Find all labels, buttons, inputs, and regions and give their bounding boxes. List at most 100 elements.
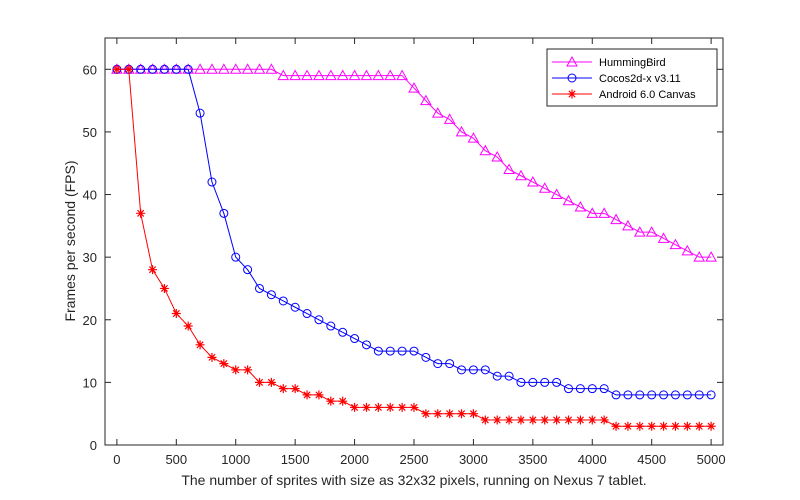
legend: HummingBird Cocos2d-x v3.11 Android 6.0 Ca… bbox=[546, 48, 718, 107]
data-point-hummingbird bbox=[217, 63, 230, 74]
data-point-android-6-0-canvas bbox=[314, 390, 324, 400]
data-point-android-6-0-canvas bbox=[148, 265, 158, 275]
data-point-android-6-0-canvas bbox=[124, 64, 134, 74]
y-tick-label: 0 bbox=[90, 438, 97, 453]
data-point-hummingbird bbox=[443, 113, 456, 124]
x-tick-label: 5000 bbox=[697, 452, 726, 467]
data-point-android-6-0-canvas bbox=[278, 384, 288, 394]
data-point-hummingbird bbox=[622, 219, 634, 231]
legend-marker-cocos2d-x-v3-11 bbox=[567, 73, 577, 83]
series-line-hummingbird bbox=[116, 68, 712, 258]
data-point-android-6-0-canvas bbox=[326, 396, 336, 406]
legend-marker-hummingbird bbox=[566, 55, 578, 67]
data-point-cocos2d-x-v3-11 bbox=[670, 390, 680, 400]
data-point-android-6-0-canvas bbox=[243, 365, 253, 375]
data-point-hummingbird bbox=[253, 63, 266, 74]
y-axis-label: Frames per second (FPS) bbox=[62, 160, 78, 321]
legend-label-cocos2d-x-v3-11: Cocos2d-x v3.11 bbox=[599, 73, 681, 85]
legend-item-android-6-0-canvas: Android 6.0 Canvas bbox=[552, 89, 696, 101]
data-point-cocos2d-x-v3-11 bbox=[243, 265, 253, 275]
data-point-cocos2d-x-v3-11 bbox=[255, 283, 264, 293]
data-point-cocos2d-x-v3-11 bbox=[552, 377, 562, 387]
data-point-android-6-0-canvas bbox=[457, 409, 467, 419]
data-point-cocos2d-x-v3-11 bbox=[516, 377, 526, 387]
data-point-android-6-0-canvas bbox=[231, 365, 241, 375]
data-point-android-6-0-canvas bbox=[564, 415, 573, 425]
data-point-android-6-0-canvas bbox=[682, 421, 692, 431]
data-point-cocos2d-x-v3-11 bbox=[409, 346, 419, 356]
data-point-hummingbird bbox=[194, 63, 206, 74]
data-point-hummingbird bbox=[408, 82, 420, 93]
legend-marker-android-6-0-canvas bbox=[567, 89, 577, 99]
series-layer bbox=[111, 63, 717, 431]
x-axis-label: The number of sprites with size as 32x32… bbox=[181, 472, 646, 488]
y-tick-label: 40 bbox=[83, 188, 97, 203]
data-point-android-6-0-canvas bbox=[504, 415, 514, 425]
x-tick-label: 0 bbox=[113, 452, 120, 467]
data-point-cocos2d-x-v3-11 bbox=[278, 296, 288, 306]
data-point-android-6-0-canvas bbox=[338, 396, 348, 406]
data-point-hummingbird bbox=[633, 226, 646, 237]
data-point-android-6-0-canvas bbox=[575, 415, 585, 425]
legend-label-hummingbird: HummingBird bbox=[599, 57, 666, 69]
legend-label-android-6-0-canvas: Android 6.0 Canvas bbox=[599, 89, 696, 101]
legend-item-hummingbird: HummingBird bbox=[552, 55, 666, 69]
data-point-android-6-0-canvas bbox=[373, 402, 383, 412]
data-point-cocos2d-x-v3-11 bbox=[326, 321, 336, 331]
data-point-android-6-0-canvas bbox=[647, 421, 657, 431]
data-point-android-6-0-canvas bbox=[623, 421, 633, 431]
data-point-cocos2d-x-v3-11 bbox=[564, 384, 573, 394]
data-point-hummingbird bbox=[467, 132, 480, 143]
x-tick-label: 4500 bbox=[637, 452, 666, 467]
data-point-hummingbird bbox=[515, 169, 527, 181]
data-point-cocos2d-x-v3-11 bbox=[302, 309, 312, 319]
data-point-hummingbird bbox=[491, 150, 504, 162]
data-point-cocos2d-x-v3-11 bbox=[433, 359, 443, 369]
data-point-cocos2d-x-v3-11 bbox=[207, 177, 217, 187]
data-point-hummingbird bbox=[384, 69, 397, 81]
data-point-hummingbird bbox=[324, 69, 337, 81]
data-point-hummingbird bbox=[301, 69, 313, 81]
x-tick-label: 3000 bbox=[459, 452, 488, 467]
data-point-android-6-0-canvas bbox=[445, 409, 455, 419]
data-point-android-6-0-canvas bbox=[183, 321, 193, 331]
data-point-cocos2d-x-v3-11 bbox=[504, 371, 514, 381]
data-point-hummingbird bbox=[336, 69, 349, 81]
x-tick-label: 3500 bbox=[518, 452, 547, 467]
data-point-hummingbird bbox=[598, 207, 611, 218]
data-point-hummingbird bbox=[562, 194, 575, 206]
data-point-cocos2d-x-v3-11 bbox=[468, 365, 478, 375]
data-point-cocos2d-x-v3-11 bbox=[171, 64, 181, 74]
data-point-android-6-0-canvas bbox=[492, 415, 502, 425]
y-axis: 0 10 20 30 40 50 60 bbox=[83, 62, 723, 453]
data-point-hummingbird bbox=[229, 63, 242, 74]
data-point-cocos2d-x-v3-11 bbox=[148, 64, 158, 74]
data-point-hummingbird bbox=[610, 213, 622, 225]
data-point-hummingbird bbox=[396, 69, 408, 81]
data-point-hummingbird bbox=[693, 251, 706, 262]
data-point-cocos2d-x-v3-11 bbox=[421, 352, 431, 362]
data-point-hummingbird bbox=[431, 107, 444, 118]
data-point-android-6-0-canvas bbox=[266, 377, 276, 387]
data-point-android-6-0-canvas bbox=[302, 390, 312, 400]
data-point-android-6-0-canvas bbox=[159, 283, 169, 293]
data-point-hummingbird bbox=[420, 94, 432, 106]
data-point-cocos2d-x-v3-11 bbox=[659, 390, 669, 400]
x-tick-label: 2500 bbox=[400, 452, 429, 467]
y-tick-label: 30 bbox=[83, 250, 97, 265]
data-point-cocos2d-x-v3-11 bbox=[623, 390, 633, 400]
data-point-android-6-0-canvas bbox=[290, 384, 300, 394]
data-point-android-6-0-canvas bbox=[635, 421, 645, 431]
data-point-android-6-0-canvas bbox=[207, 352, 217, 362]
data-point-hummingbird bbox=[538, 182, 551, 193]
data-point-android-6-0-canvas bbox=[587, 415, 597, 425]
data-point-android-6-0-canvas bbox=[385, 402, 395, 412]
x-tick-label: 2000 bbox=[340, 452, 369, 467]
data-point-android-6-0-canvas bbox=[599, 415, 609, 425]
data-point-cocos2d-x-v3-11 bbox=[136, 64, 146, 74]
data-point-cocos2d-x-v3-11 bbox=[492, 371, 502, 381]
data-point-hummingbird bbox=[479, 144, 492, 156]
data-point-cocos2d-x-v3-11 bbox=[195, 108, 205, 118]
data-point-cocos2d-x-v3-11 bbox=[373, 346, 383, 356]
